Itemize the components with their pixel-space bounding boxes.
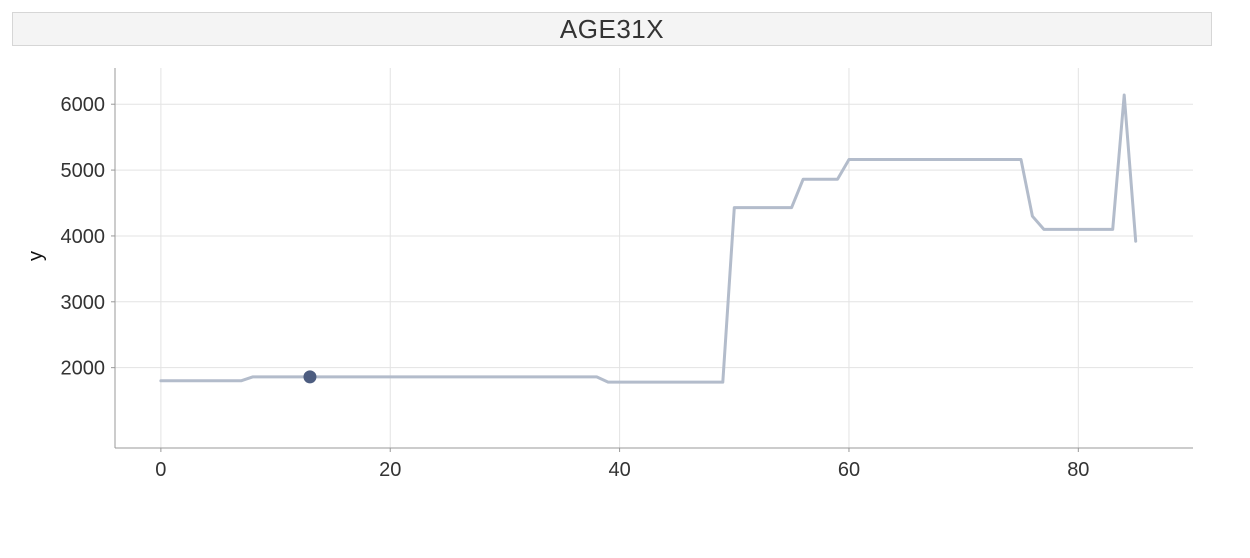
x-tick-label: 60: [838, 459, 860, 481]
y-tick-label: 6000: [61, 94, 106, 116]
x-tick-label: 20: [379, 459, 401, 481]
y-axis-title: y: [25, 251, 47, 261]
x-tick-label: 80: [1067, 459, 1089, 481]
highlight-point: [303, 370, 317, 384]
y-tick-label: 5000: [61, 160, 106, 182]
y-tick-label: 3000: [61, 292, 106, 314]
series-line: [159, 93, 1138, 384]
facet-strip: AGE31X: [12, 12, 1212, 46]
y-tick-label: 2000: [61, 358, 106, 380]
x-tick-label: 0: [155, 459, 166, 481]
x-tick-label: 40: [608, 459, 630, 481]
y-tick-label: 4000: [61, 226, 106, 248]
chart-title: AGE31X: [559, 13, 665, 44]
